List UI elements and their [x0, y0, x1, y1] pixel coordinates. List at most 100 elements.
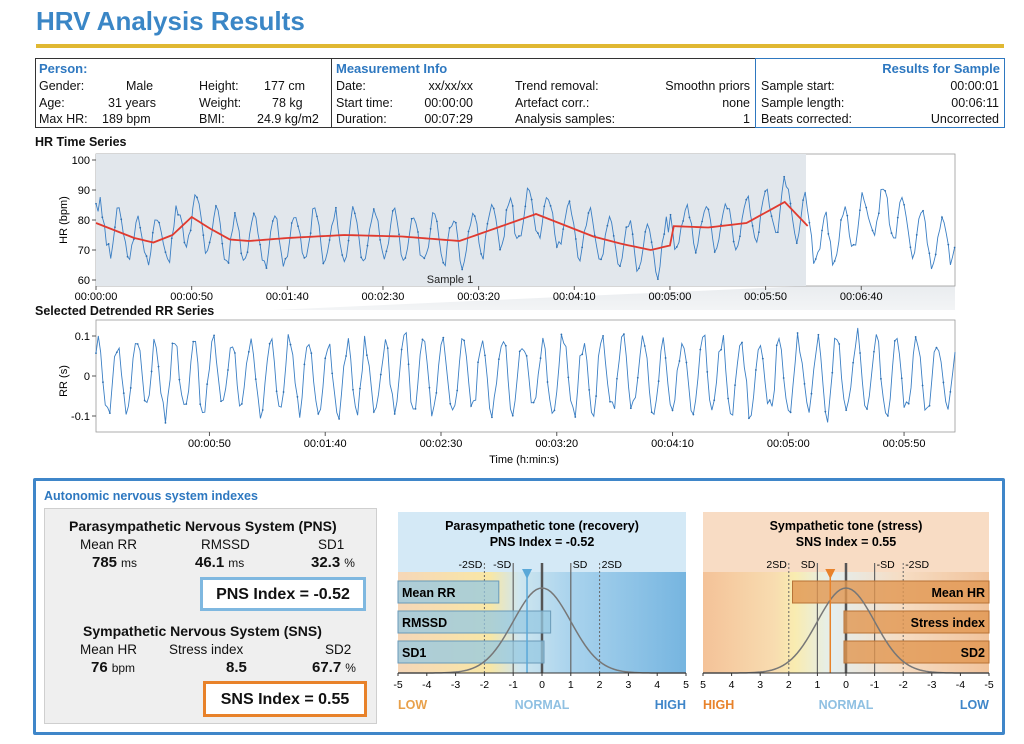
hr-point	[909, 246, 912, 249]
hr-point	[859, 209, 861, 212]
maxhr-value: 189 bpm	[102, 112, 151, 126]
sns-bar-0	[792, 580, 990, 604]
age-value: 31 years	[108, 96, 156, 110]
sns-label-stress-index: Stress index	[169, 642, 244, 657]
rr-point	[560, 333, 563, 336]
rr-point	[213, 334, 215, 337]
height-label: Height:	[199, 79, 239, 93]
rr-point	[588, 388, 591, 391]
pns-sd-label: 2SD	[602, 559, 623, 571]
sample-results-box: Results for Sample Sample start: 00:00:0…	[755, 58, 1005, 128]
rr-point	[949, 390, 952, 393]
rr-point	[664, 357, 667, 359]
hr-point	[303, 256, 306, 259]
pns-x-tick-label: -1	[509, 679, 518, 691]
hr-point	[726, 207, 729, 210]
rr-point	[629, 407, 632, 410]
rr-point	[838, 343, 841, 345]
bmi-label: BMI:	[199, 112, 225, 126]
hr-point	[372, 208, 375, 210]
hr-point	[252, 212, 255, 215]
hr-point	[903, 203, 906, 206]
hr-point	[701, 220, 703, 223]
pns-title: Parasympathetic Nervous System (PNS)	[69, 518, 337, 534]
rr-point	[880, 377, 882, 380]
hr-point	[707, 208, 710, 211]
hr-point	[625, 226, 628, 229]
hr-point	[240, 252, 243, 255]
hr-point	[246, 251, 249, 254]
index-values-panel: Parasympathetic Nervous System (PNS) Mea…	[44, 508, 377, 724]
rr-point	[164, 421, 167, 424]
rr-point	[553, 409, 556, 412]
pns-x-tick-label: -4	[422, 679, 431, 691]
rr-point	[234, 352, 236, 354]
pns-zone-high: HIGH	[655, 698, 686, 712]
pns-bar-label-2: SD1	[402, 646, 426, 660]
rr-point	[414, 407, 417, 410]
maxhr-label: Max HR:	[39, 112, 88, 126]
measurement-heading: Measurement Info	[336, 61, 448, 76]
rr-point	[122, 392, 125, 395]
hr-x-tick-label: 00:05:50	[744, 291, 787, 303]
hr-point	[170, 237, 173, 240]
sns-title: Sympathetic Nervous System (SNS)	[83, 623, 322, 639]
hr-point	[802, 199, 804, 201]
rr-point	[810, 392, 813, 395]
rr-point	[671, 409, 674, 412]
rr-point	[178, 378, 181, 381]
sample-start-value: 00:00:01	[950, 79, 999, 93]
rr-point	[567, 376, 570, 379]
hr-point	[808, 221, 811, 224]
hr-x-tick-label: 00:02:30	[362, 291, 405, 303]
rr-point	[678, 360, 681, 362]
rr-point	[602, 334, 604, 337]
hr-point	[442, 261, 445, 264]
rr-point	[824, 410, 827, 413]
rr-point	[692, 413, 695, 416]
hr-point	[877, 212, 880, 215]
rr-point	[886, 414, 889, 417]
hr-y-tick-label: 100	[72, 155, 90, 167]
sns-bar-label-1: Stress index	[911, 616, 985, 630]
hr-x-tick-label: 00:05:00	[649, 291, 692, 303]
hr-point	[265, 267, 268, 269]
rr-point	[741, 341, 743, 344]
rr-point	[206, 383, 209, 385]
rr-x-tick-label: 00:05:50	[883, 438, 926, 450]
hr-point	[398, 233, 400, 236]
rr-point	[650, 411, 653, 414]
gender-label: Gender:	[39, 79, 85, 93]
rr-point	[442, 336, 445, 339]
rr-point	[310, 352, 313, 355]
rr-point	[289, 343, 292, 346]
rr-point	[254, 378, 257, 381]
hr-point	[739, 235, 741, 238]
sns-x-tick-label: 2	[786, 679, 792, 691]
rr-point	[511, 414, 514, 417]
rr-point	[484, 354, 486, 357]
hr-point	[776, 231, 779, 234]
sample-results-heading: Results for Sample	[882, 61, 1000, 76]
sns-sd-label: -2SD	[905, 559, 929, 571]
pns-label-mean-rr: Mean RR	[80, 537, 138, 552]
sns-label-mean-hr: Mean HR	[80, 642, 138, 657]
beats-corrected-value: Uncorrected	[930, 112, 999, 126]
rr-point	[435, 391, 438, 394]
rr-point	[470, 405, 472, 407]
hr-point	[151, 231, 154, 234]
hr-point	[827, 233, 830, 235]
hr-point	[764, 190, 767, 193]
ans-heading: Autonomic nervous system indexes	[44, 489, 258, 503]
sns-x-tick-label: 1	[814, 679, 820, 691]
hr-point	[732, 240, 735, 243]
sns-chart-subtitle: SNS Index = 0.55	[796, 535, 896, 549]
sample-length-value: 00:06:11	[951, 96, 999, 110]
hr-point	[612, 235, 615, 237]
rr-point	[261, 409, 264, 411]
hr-point	[290, 222, 293, 224]
sns-x-tick-label: -5	[984, 679, 993, 691]
rr-point	[491, 416, 493, 419]
pns-index-badge: PNS Index = -0.52	[200, 577, 366, 611]
person-heading: Person:	[39, 61, 88, 76]
